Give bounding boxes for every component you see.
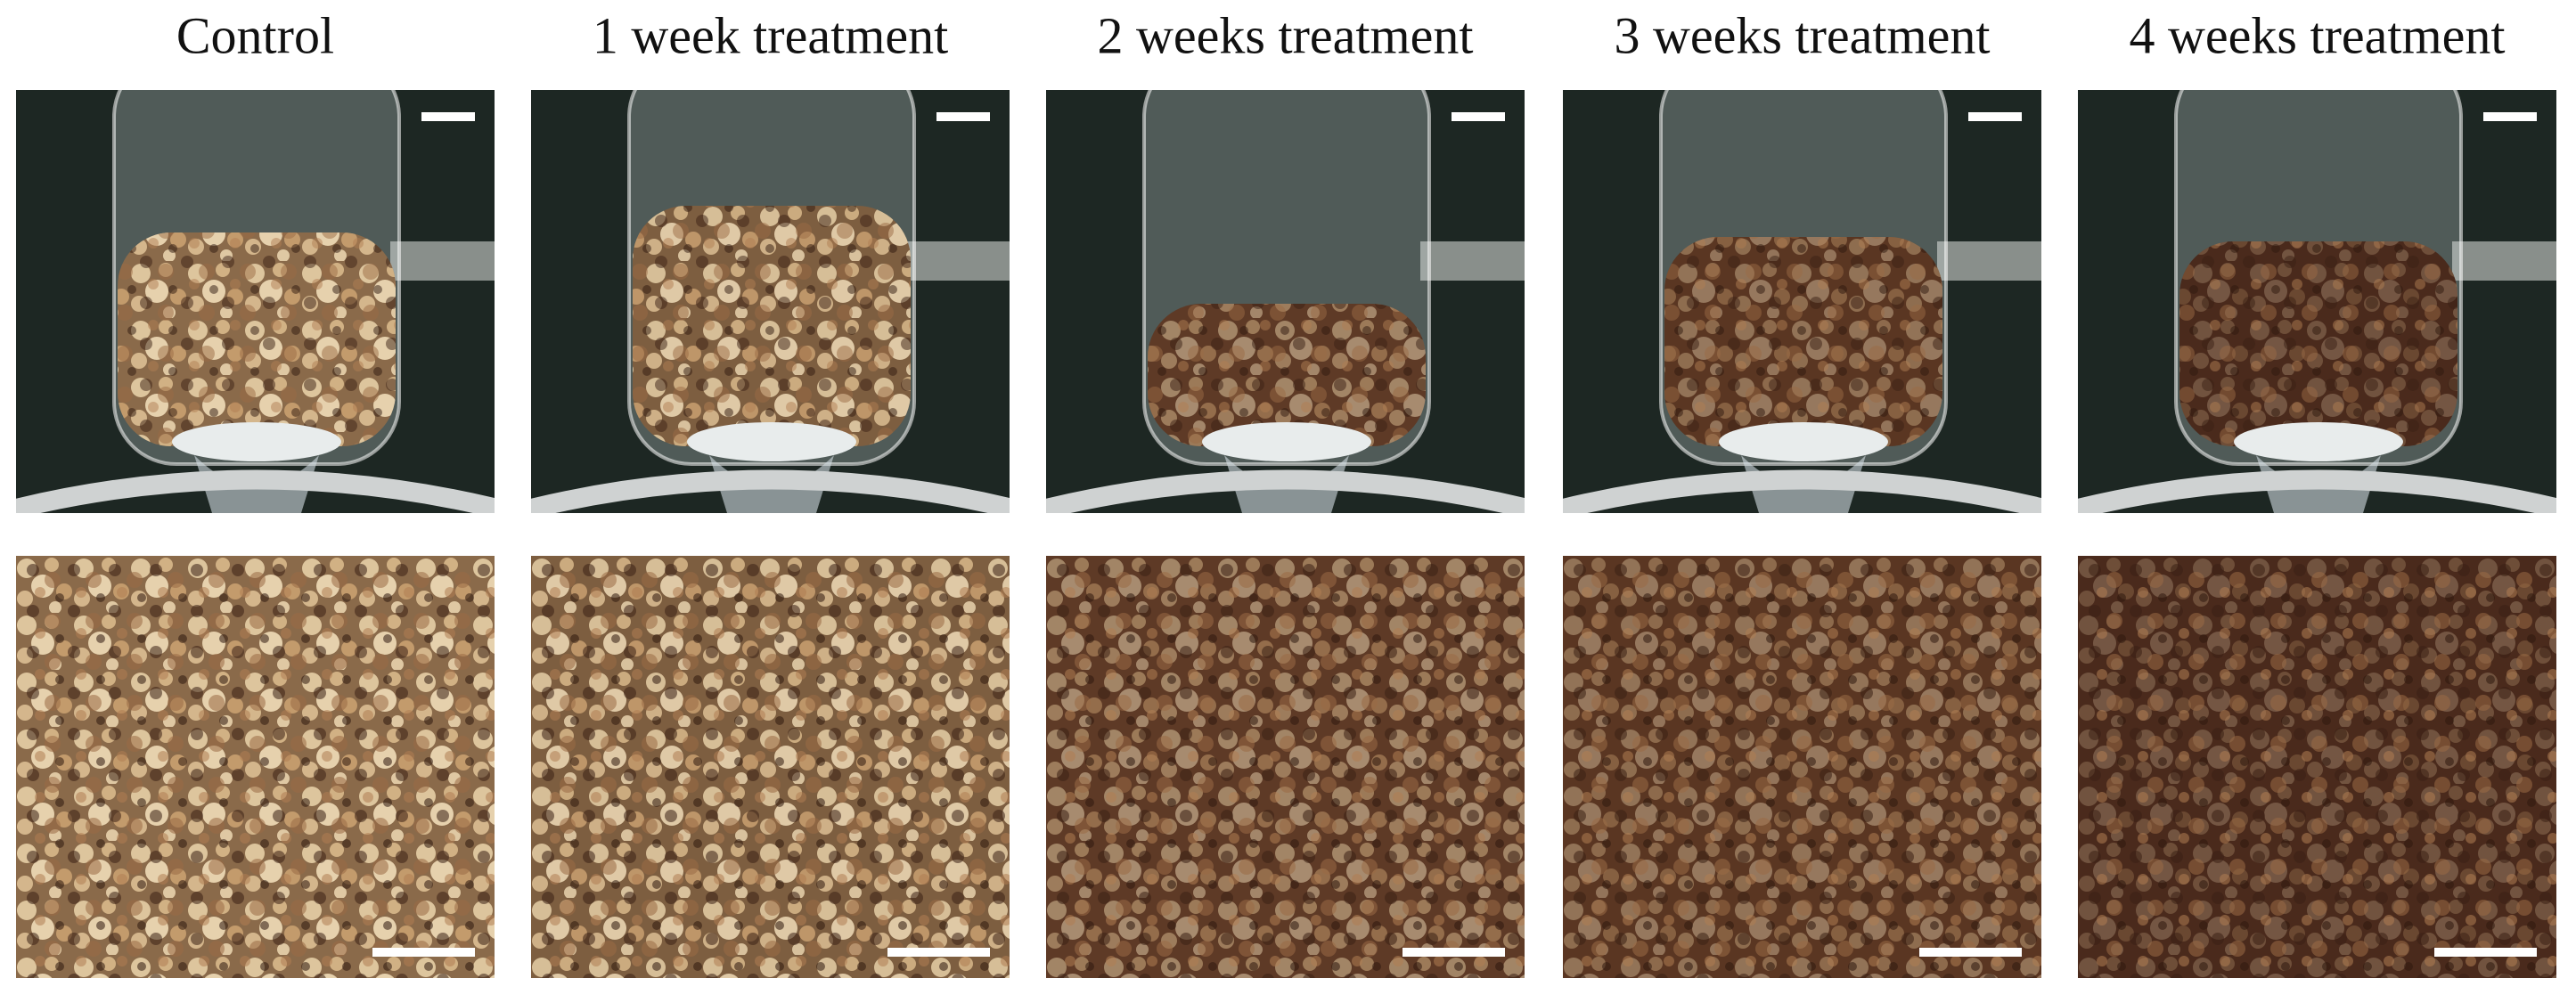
side-arm xyxy=(1420,241,1525,281)
scale-bar xyxy=(1452,112,1505,121)
vessel-photo xyxy=(16,90,495,513)
metal-ring xyxy=(1563,469,2041,513)
filter-ring xyxy=(1202,422,1371,461)
scale-bar xyxy=(887,948,990,957)
callus-texture-dark xyxy=(1664,237,1942,446)
scale-bar xyxy=(1919,948,2022,957)
callus-photo xyxy=(2078,556,2556,978)
scale-bar xyxy=(2434,948,2537,957)
column-label: 1 week treatment xyxy=(593,6,948,64)
scale-bar xyxy=(936,112,990,121)
callus-texture-dark xyxy=(118,232,396,446)
callus-texture-dark xyxy=(1573,562,2041,978)
metal-ring xyxy=(531,469,1010,513)
scale-bar xyxy=(372,948,475,957)
callus-texture-dark xyxy=(633,206,911,446)
vessel-photo xyxy=(531,90,1010,513)
filter-ring xyxy=(1719,422,1888,461)
filter-ring xyxy=(172,422,341,461)
side-arm xyxy=(905,241,1010,281)
scale-bar xyxy=(2483,112,2537,121)
scale-bar xyxy=(1968,112,2022,121)
scale-bar xyxy=(1402,948,1505,957)
callus-texture-dark xyxy=(1056,562,1525,978)
callus-texture-dark xyxy=(1148,304,1426,446)
callus-photo xyxy=(16,556,495,978)
metal-ring xyxy=(2078,469,2556,513)
callus-photo xyxy=(1046,556,1525,978)
metal-ring xyxy=(1046,469,1525,513)
column-label: 2 weeks treatment xyxy=(1098,6,1474,64)
scale-bar xyxy=(421,112,475,121)
side-arm xyxy=(1937,241,2041,281)
column-label: 4 weeks treatment xyxy=(2130,6,2506,64)
vessel-photo xyxy=(1563,90,2041,513)
side-arm xyxy=(2452,241,2556,281)
callus-texture-dark xyxy=(2179,241,2457,446)
side-arm xyxy=(390,241,495,281)
glass-stem xyxy=(709,455,834,513)
callus-photo xyxy=(531,556,1010,978)
glass-stem xyxy=(194,455,319,513)
column-label: 3 weeks treatment xyxy=(1615,6,1991,64)
vessel-photo xyxy=(1046,90,1525,513)
filter-ring xyxy=(687,422,856,461)
callus-texture-dark xyxy=(2088,562,2556,978)
column-label: Control xyxy=(176,6,334,64)
callus-texture-dark xyxy=(26,562,495,978)
filter-ring xyxy=(2234,422,2403,461)
glass-stem xyxy=(2256,455,2381,513)
vessel-photo xyxy=(2078,90,2556,513)
callus-photo xyxy=(1563,556,2041,978)
metal-ring xyxy=(16,469,495,513)
glass-stem xyxy=(1741,455,1866,513)
glass-stem xyxy=(1224,455,1349,513)
callus-texture-dark xyxy=(541,562,1010,978)
